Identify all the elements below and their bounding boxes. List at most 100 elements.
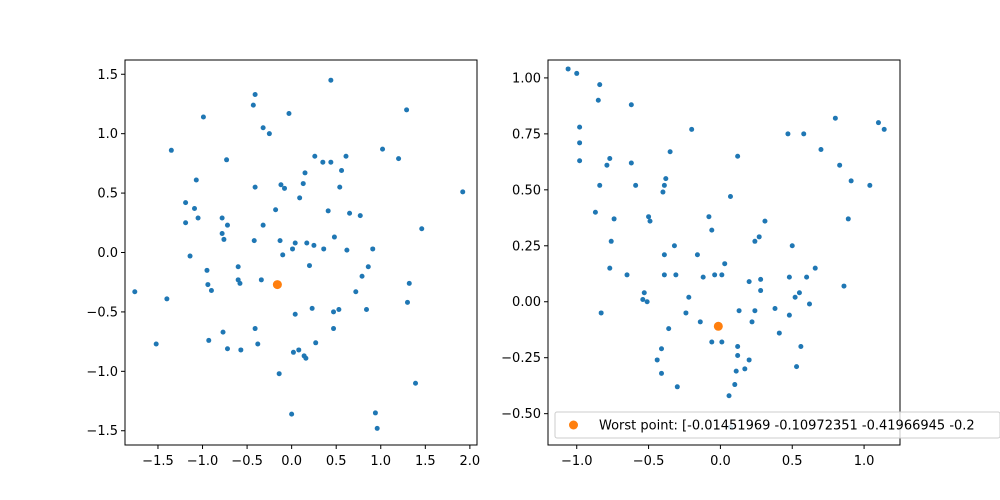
right-data-point [673, 272, 679, 278]
left-data-point [331, 326, 337, 332]
right-data-point [789, 243, 795, 249]
left-plot-axes: −1.5 −1.0 −0.5 0.0 0.5 1.0 1.5 2.0 −1.5 −1.0 −0.5 0… [86, 68, 480, 469]
left-data-point [357, 213, 363, 219]
right-data-point [752, 308, 758, 314]
left-data-point [200, 114, 206, 120]
right-data-point [683, 310, 689, 316]
right-data-point [597, 182, 603, 188]
right-data-point [646, 214, 652, 220]
right-data-point [746, 279, 752, 285]
left-data-point [309, 305, 315, 311]
right-data-point [628, 102, 634, 108]
left-x-tick-label: −1.5 [142, 454, 174, 469]
right-data-point [804, 274, 810, 280]
right-data-point [607, 265, 613, 271]
right-y-tick-label: 1.00 [512, 71, 541, 86]
right-data-point [660, 189, 666, 195]
legend-label-worst-point: Worst point: [-0.01451969 -0.10972351 -0… [599, 419, 975, 434]
left-x-tick-label: −1.0 [187, 454, 219, 469]
left-data-point [280, 252, 286, 258]
left-data-point [306, 263, 312, 269]
left-y-tick-label: −1.5 [86, 424, 118, 439]
left-y-tick-label: −1.0 [86, 365, 118, 380]
left-y-tick-label: 1.0 [97, 127, 118, 142]
left-data-point [297, 195, 303, 201]
left-data-point [204, 267, 210, 273]
right-data-point [772, 305, 778, 311]
left-y-tick-label: −0.5 [86, 305, 118, 320]
left-data-point [164, 296, 170, 302]
right-data-point [845, 216, 851, 222]
right-data-point [659, 346, 664, 352]
right-y-tick-label: 0.25 [512, 239, 541, 254]
right-data-point [640, 297, 646, 303]
left-data-point [205, 282, 211, 288]
right-plot-frame [547, 59, 901, 446]
right-data-point [758, 288, 764, 294]
left-worst-point-marker [272, 280, 282, 290]
left-data-point [302, 170, 308, 176]
left-data-point [219, 230, 225, 236]
left-data-point [192, 206, 198, 212]
right-data-point [577, 124, 583, 130]
right-data-point [796, 290, 802, 296]
right-data-point [735, 352, 741, 358]
right-data-point [663, 176, 669, 182]
left-data-point [353, 289, 359, 295]
left-data-point [292, 240, 298, 246]
right-data-point [674, 384, 680, 390]
legend: Worst point: [-0.01451969 -0.10972351 -0… [554, 411, 1000, 439]
right-data-point [806, 301, 812, 307]
right-data-point [607, 155, 613, 161]
right-data-point [565, 66, 571, 72]
right-data-point [628, 160, 634, 166]
right-data-point [667, 149, 673, 155]
right-y-tick-label: 0.00 [512, 295, 541, 310]
left-data-point [292, 311, 298, 317]
left-y-tick-label: 0.5 [97, 187, 118, 202]
left-data-point [282, 185, 288, 191]
right-data-point [592, 209, 598, 215]
left-data-point [224, 222, 230, 228]
left-data-point [195, 215, 201, 221]
left-data-point [153, 341, 159, 347]
right-data-point [746, 357, 752, 363]
right-data-point [597, 82, 603, 88]
right-data-point [848, 178, 854, 184]
right-x-tick-label: −1.0 [561, 454, 593, 469]
right-data-point [706, 214, 712, 220]
left-data-point [206, 337, 212, 343]
right-data-point [659, 370, 664, 376]
right-data-point [604, 162, 610, 168]
right-data-point [736, 308, 742, 314]
left-data-point [235, 264, 241, 270]
left-data-point [313, 340, 319, 346]
right-data-point [758, 276, 764, 282]
right-data-point [666, 326, 672, 332]
left-data-point [331, 234, 337, 240]
left-x-tick-label: 0.5 [326, 454, 347, 469]
left-data-point [296, 347, 302, 353]
left-data-point [255, 341, 261, 347]
left-data-point [258, 277, 264, 283]
left-data-point [364, 307, 369, 313]
right-data-point [756, 234, 762, 240]
left-data-point [224, 346, 230, 352]
right-data-point [727, 194, 733, 200]
left-data-point [344, 247, 350, 253]
right-data-point [841, 283, 847, 289]
right-plot-points [565, 66, 887, 430]
right-plot-axes: −1.0 −0.5 0.0 0.5 1.0 −0.50 −0.25 0.00 0.25 0.50 0… [501, 71, 874, 469]
right-data-point [818, 147, 824, 153]
left-data-point [320, 159, 326, 165]
right-data-point [598, 310, 604, 316]
right-data-point [794, 364, 800, 370]
left-data-point [252, 326, 258, 332]
left-data-point [224, 157, 230, 163]
left-x-tick-label: −0.5 [231, 454, 263, 469]
right-data-point [577, 140, 583, 146]
left-y-tick-label: 1.5 [97, 68, 118, 83]
left-data-point [372, 410, 378, 416]
left-data-point [406, 280, 412, 286]
right-data-point [735, 344, 741, 350]
